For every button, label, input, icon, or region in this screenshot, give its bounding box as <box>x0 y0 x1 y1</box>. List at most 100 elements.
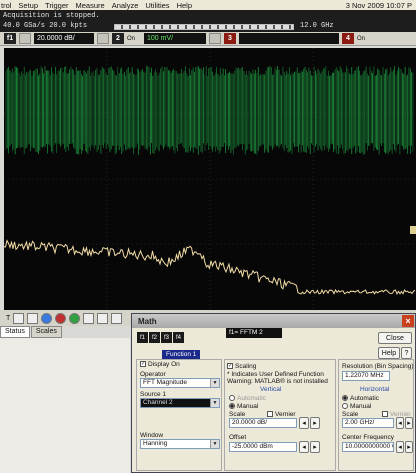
source-select[interactable]: Channel 2 ▼ <box>140 398 220 408</box>
vertical-automatic-label: Automatic <box>237 395 266 402</box>
operator-panel <box>136 359 222 471</box>
center-up-icon[interactable]: ▸ <box>405 441 413 453</box>
scale-up-icon[interactable]: ▸ <box>310 417 320 429</box>
tab-status[interactable]: Status <box>0 326 30 338</box>
stop-icon[interactable] <box>55 312 67 324</box>
scaling-checkbox[interactable]: ✓ Scaling <box>227 363 256 370</box>
channel3-indicator[interactable]: 3 <box>224 33 236 44</box>
center-frequency-label: Center Frequency <box>342 434 395 441</box>
user-defined-note: * Indicates User Defined Function <box>227 371 324 378</box>
checkbox-icon <box>267 411 273 418</box>
waveform-display[interactable] <box>3 48 416 310</box>
window-value: Hanning <box>143 440 168 447</box>
horizontal-automatic-radio[interactable]: Automatic <box>342 395 379 402</box>
window-select[interactable]: Hanning ▼ <box>140 439 220 449</box>
menu-help[interactable]: Help <box>176 0 192 10</box>
display-on-checkbox[interactable]: ✓ Display On <box>140 361 180 368</box>
fft-marker[interactable] <box>410 226 416 234</box>
horizontal-manual-label: Manual <box>350 403 372 410</box>
channel-bar: f1 20.0000 dB/ 2 On 100 mV/ 3 4 On <box>0 32 416 46</box>
hscale-up-icon[interactable]: ▸ <box>405 417 413 429</box>
tab-scales[interactable]: Scales <box>30 326 62 338</box>
horizontal-heading: Horizontal <box>360 386 390 393</box>
channel3-scale[interactable] <box>239 33 339 44</box>
acquisition-status: Acquisition is stopped. 40.0 GSa/s 20.0 … <box>0 10 416 32</box>
horizontal-scale-label: Scale <box>342 411 359 418</box>
function-expression: f1= FFTM 2 <box>226 328 282 338</box>
marker-icon[interactable] <box>27 312 39 324</box>
menu-trigger[interactable]: Trigger <box>45 0 69 10</box>
hscale-down-icon[interactable]: ◂ <box>396 417 404 429</box>
info-panel <box>0 338 130 473</box>
math-dialog-title: Math <box>132 314 415 328</box>
checkbox-icon <box>382 411 388 418</box>
vertical-vernier-checkbox[interactable]: Vernier <box>267 411 296 418</box>
scale-down-icon[interactable]: ◂ <box>299 417 309 429</box>
fn-button-f2[interactable]: f2 <box>149 332 160 343</box>
help-button[interactable]: Help <box>378 347 400 359</box>
horizontal-scale-field[interactable]: 2.00 GHz/ <box>342 418 394 428</box>
channel2-scale[interactable]: 100 mV/ <box>144 33 206 44</box>
source-label: Source 1 <box>140 391 167 398</box>
channel4-indicator[interactable]: 4 <box>342 33 354 44</box>
source-value: Channel 2 <box>143 399 173 406</box>
run-icon[interactable] <box>41 312 53 324</box>
display-on-label: Display On <box>148 361 180 368</box>
center-down-icon[interactable]: ◂ <box>396 441 404 453</box>
timebase-overview[interactable] <box>114 24 294 30</box>
func1-settings-icon[interactable] <box>97 33 109 44</box>
menu-utilities[interactable]: Utilities <box>145 0 170 10</box>
vertical-panel <box>224 359 336 471</box>
sample-rate: 40.0 GSa/s 20.0 kpts <box>3 22 88 30</box>
menu-analyze[interactable]: Analyze <box>111 0 139 10</box>
func1-scale[interactable]: 20.0000 dB/ <box>34 33 94 44</box>
menu-measure[interactable]: Measure <box>75 0 105 10</box>
func1-toggle[interactable] <box>19 33 31 44</box>
close-icon[interactable]: × <box>402 315 414 327</box>
center-frequency-field[interactable]: 10.0000000000 GHz <box>342 442 394 452</box>
close-button[interactable]: Close <box>378 332 412 344</box>
vertical-scale-label: Scale <box>229 411 246 418</box>
operator-value: FFT Magnitude <box>143 379 187 386</box>
menu-setup[interactable]: Setup <box>18 0 39 10</box>
resolution-value: 1.22070 MHz <box>342 371 390 381</box>
menu-control[interactable]: trol <box>1 0 12 10</box>
vertical-automatic-radio[interactable]: Automatic <box>229 395 266 402</box>
check-icon: ✓ <box>140 361 146 368</box>
autoscale-icon[interactable] <box>97 312 109 324</box>
settings-icon[interactable] <box>111 312 123 324</box>
radio-icon <box>229 395 235 402</box>
trigger-t-icon: T <box>6 314 11 322</box>
offset-down-icon[interactable]: ◂ <box>299 441 309 453</box>
vertical-manual-radio[interactable]: Manual <box>229 403 258 410</box>
zoom-icon[interactable] <box>13 312 25 324</box>
resolution-label: Resolution (Bin Spacing) <box>342 363 414 370</box>
radio-selected-icon <box>229 403 235 410</box>
operator-select[interactable]: FFT Magnitude ▼ <box>140 378 220 388</box>
single-icon[interactable] <box>69 312 81 324</box>
horizontal-vernier-checkbox[interactable]: Vernier <box>382 411 411 418</box>
measure-icon[interactable] <box>83 312 95 324</box>
acquisition-state: Acquisition is stopped. <box>3 12 100 20</box>
channel2-settings-icon[interactable] <box>209 33 221 44</box>
menu-bar: trol Setup Trigger Measure Analyze Utili… <box>0 0 416 10</box>
fn-button-f3[interactable]: f3 <box>161 332 172 343</box>
fn-button-f1[interactable]: f1 <box>137 332 148 343</box>
horizontal-manual-radio[interactable]: Manual <box>342 403 371 410</box>
offset-field[interactable]: -25.0000 dBm <box>229 442 297 452</box>
channel2-indicator[interactable]: 2 <box>112 33 124 44</box>
channel2-trace <box>5 66 414 155</box>
matlab-warning: Warning: MATLAB® is not installed <box>227 378 328 385</box>
vertical-scale-field[interactable]: 20.0000 dB/ <box>229 418 297 428</box>
chevron-down-icon: ▼ <box>210 379 219 387</box>
info-tabs: Status Scales <box>0 326 62 338</box>
vertical-vernier-label: Vernier <box>275 411 296 418</box>
check-icon: ✓ <box>227 363 233 370</box>
horizontal-automatic-label: Automatic <box>350 395 379 402</box>
horizontal-vernier-label: Vernier <box>390 411 411 418</box>
fn-button-f4[interactable]: f4 <box>173 332 184 343</box>
context-help-icon[interactable]: ? <box>401 347 412 359</box>
function-tab[interactable]: Function 1 <box>162 350 201 359</box>
offset-up-icon[interactable]: ▸ <box>310 441 320 453</box>
func1-indicator[interactable]: f1 <box>4 33 16 44</box>
